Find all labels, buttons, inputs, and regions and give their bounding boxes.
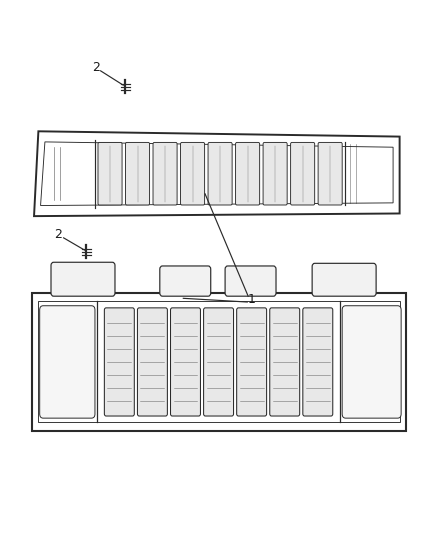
FancyBboxPatch shape (237, 308, 267, 416)
Text: 2: 2 (92, 61, 100, 74)
FancyBboxPatch shape (153, 142, 177, 205)
FancyBboxPatch shape (236, 142, 260, 205)
FancyBboxPatch shape (98, 142, 122, 205)
FancyBboxPatch shape (126, 142, 150, 205)
FancyBboxPatch shape (180, 142, 205, 205)
FancyBboxPatch shape (204, 308, 233, 416)
FancyBboxPatch shape (51, 262, 115, 296)
FancyBboxPatch shape (160, 266, 211, 296)
FancyBboxPatch shape (318, 142, 342, 205)
FancyBboxPatch shape (208, 142, 232, 205)
FancyBboxPatch shape (270, 308, 300, 416)
Text: 2: 2 (54, 228, 62, 241)
FancyBboxPatch shape (104, 308, 134, 416)
FancyBboxPatch shape (303, 308, 333, 416)
Text: 1: 1 (248, 293, 256, 306)
FancyBboxPatch shape (170, 308, 201, 416)
FancyBboxPatch shape (290, 142, 314, 205)
FancyBboxPatch shape (342, 306, 401, 418)
FancyBboxPatch shape (263, 142, 287, 205)
FancyBboxPatch shape (40, 306, 95, 418)
FancyBboxPatch shape (138, 308, 167, 416)
FancyBboxPatch shape (312, 263, 376, 296)
FancyBboxPatch shape (225, 266, 276, 296)
